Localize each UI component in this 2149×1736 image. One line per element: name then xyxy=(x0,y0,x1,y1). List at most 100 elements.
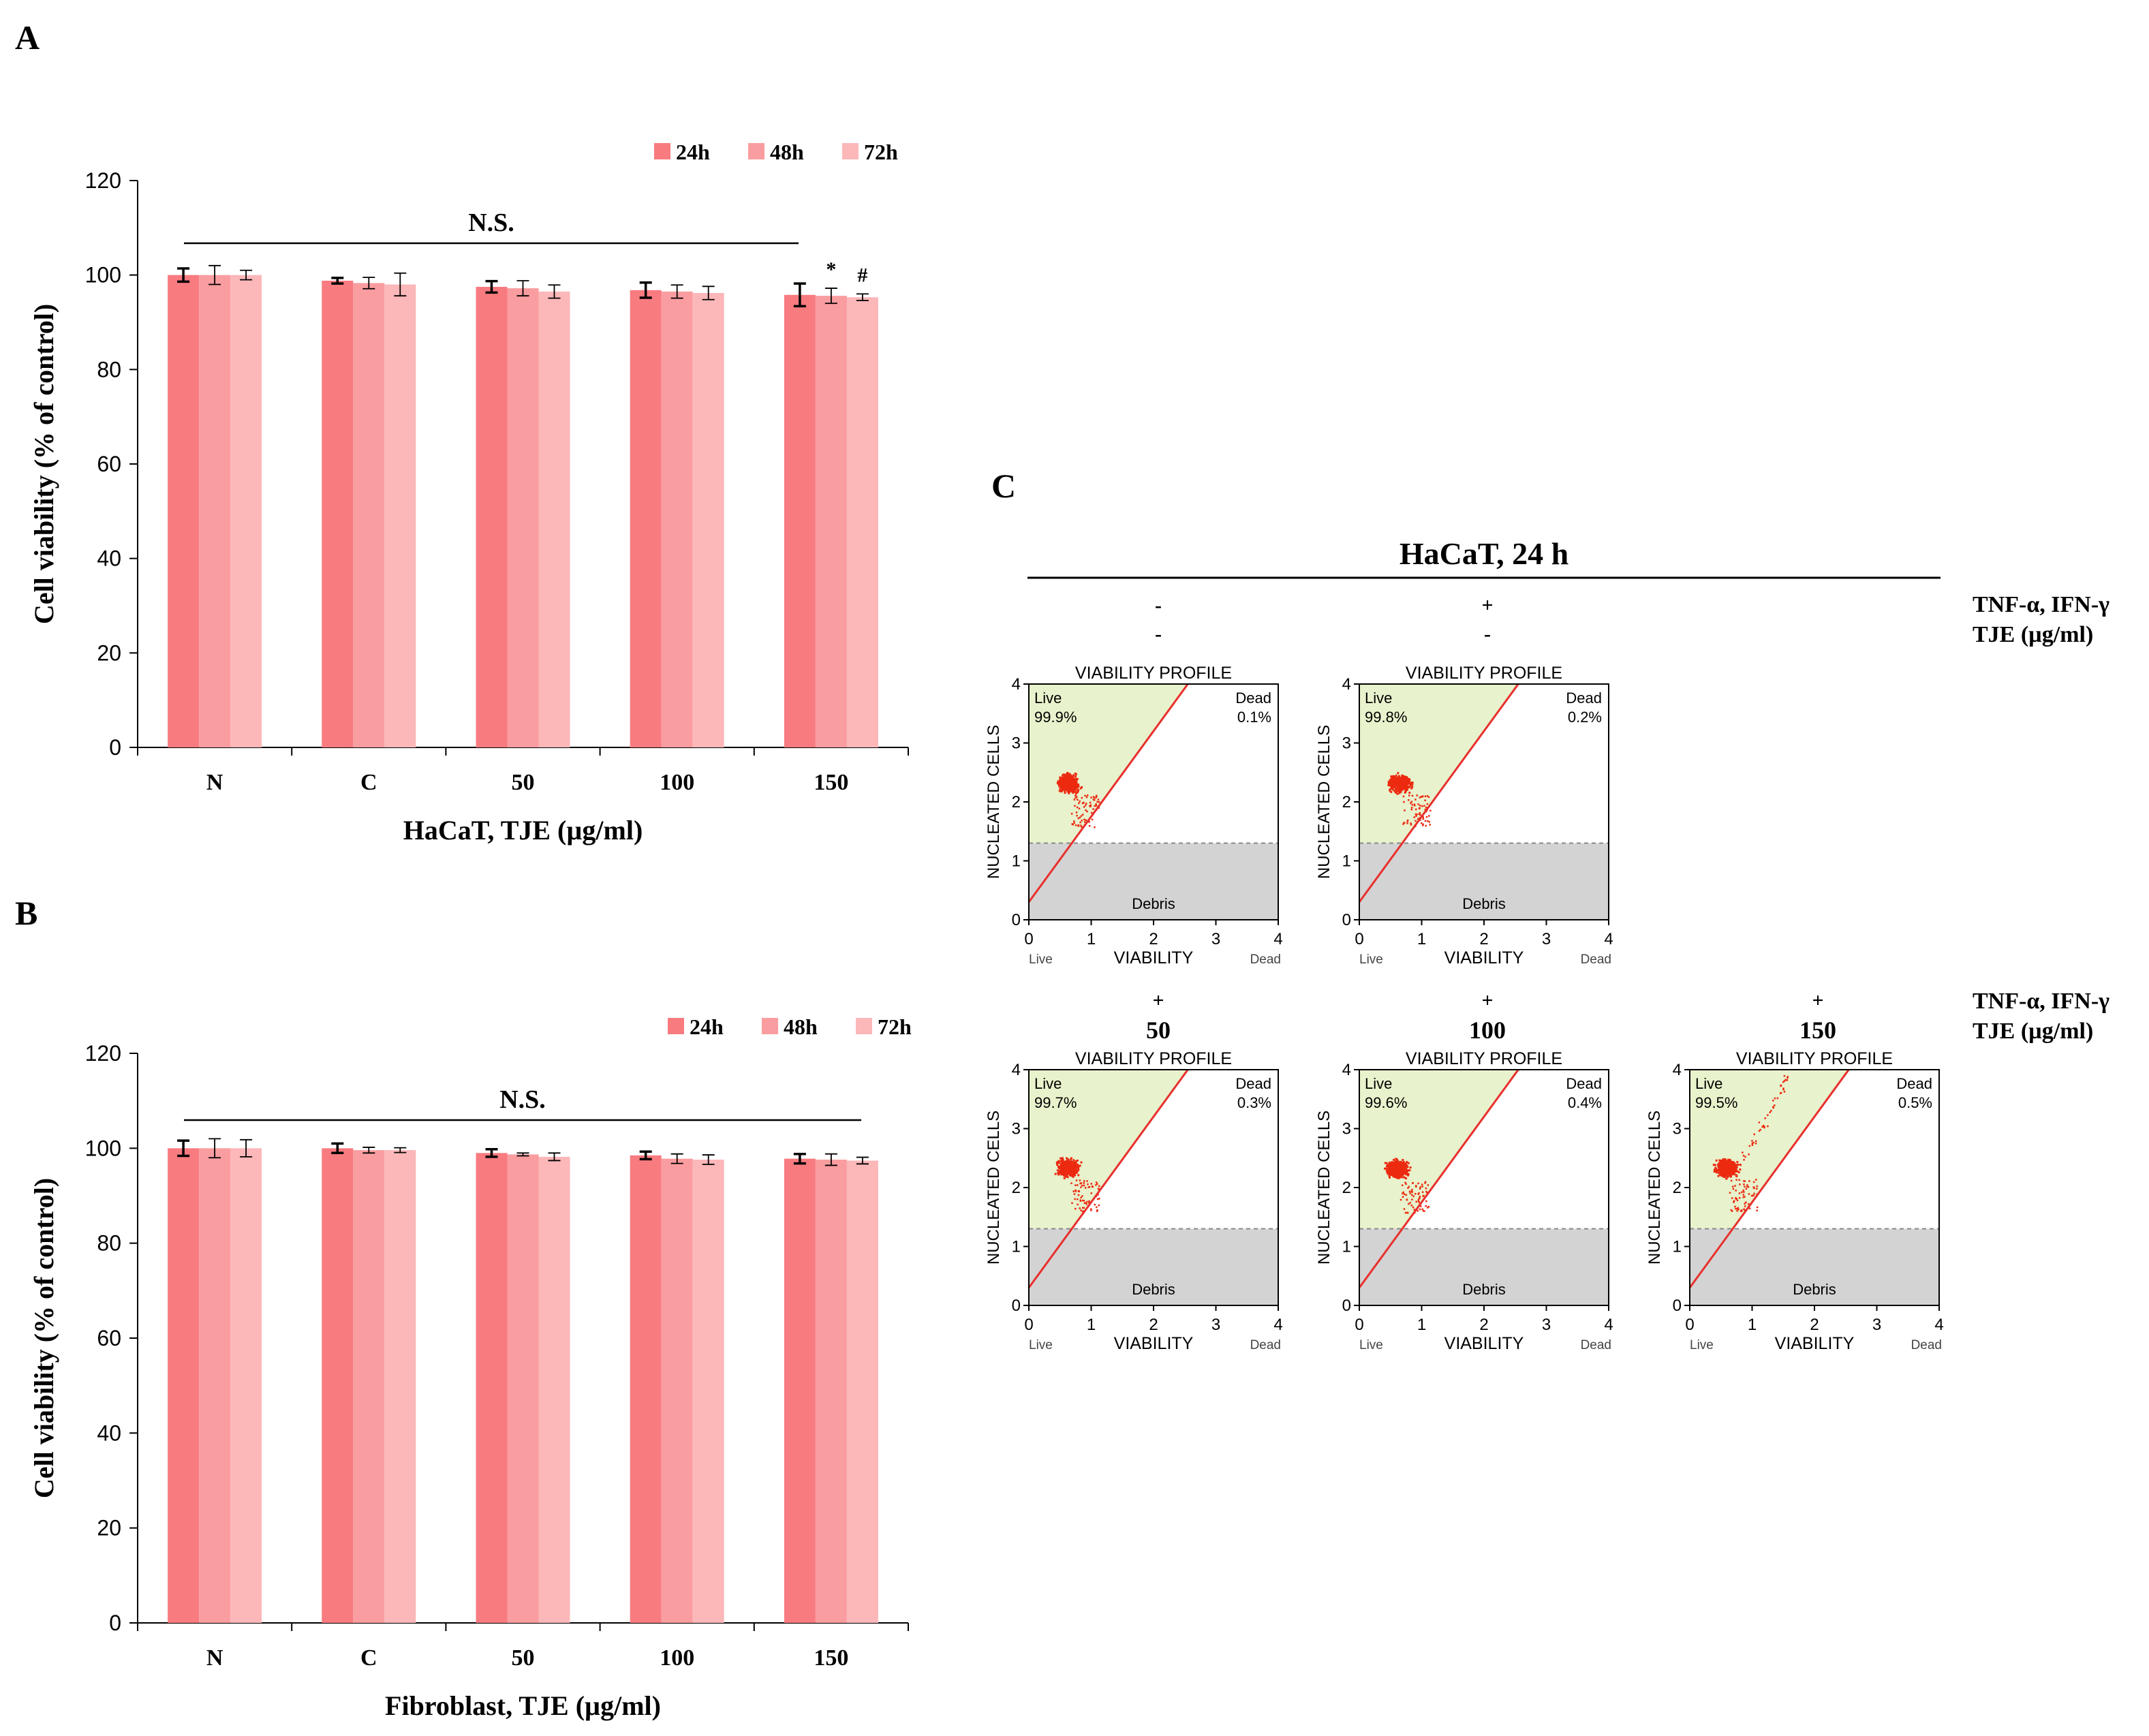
cell-event xyxy=(1404,788,1407,790)
cell-event xyxy=(1071,1166,1074,1168)
cell-event xyxy=(1720,1166,1723,1168)
cell-event xyxy=(1405,1183,1407,1185)
cell-event xyxy=(1388,1174,1391,1177)
cell-event xyxy=(1075,1171,1078,1174)
cell-event xyxy=(1735,1174,1737,1177)
cell-event xyxy=(1427,815,1430,817)
cell-event xyxy=(1062,773,1065,776)
cell-event xyxy=(1720,1163,1722,1166)
cell-event xyxy=(1786,1079,1789,1081)
cell-event xyxy=(1062,776,1064,779)
cell-event xyxy=(1399,1161,1402,1164)
cell-event xyxy=(1394,1175,1397,1178)
cell-event xyxy=(1400,1170,1402,1173)
cell-event xyxy=(1060,782,1063,785)
cell-event xyxy=(1069,1174,1072,1177)
cell-event xyxy=(1074,775,1077,778)
cell-events xyxy=(1712,1074,1789,1212)
cell-event xyxy=(1062,779,1064,781)
cell-event xyxy=(1073,1161,1076,1164)
x-tick-label: 100 xyxy=(660,1645,694,1671)
cell-event xyxy=(1389,781,1391,784)
cell-event xyxy=(1422,824,1424,826)
y-tick-label: 4 xyxy=(1673,1061,1682,1079)
treatment-sign: + xyxy=(1152,989,1164,1012)
tje-dose: - xyxy=(1155,623,1162,645)
treatment-sign: + xyxy=(1481,989,1493,1012)
cell-event xyxy=(1076,814,1078,817)
cell-event xyxy=(1085,1203,1087,1205)
cell-event xyxy=(1415,1200,1418,1203)
cell-event xyxy=(1406,822,1408,824)
cell-event xyxy=(1731,1164,1733,1166)
cell-event xyxy=(1759,1128,1761,1131)
cell-event xyxy=(1787,1076,1789,1079)
cell-event xyxy=(1405,1173,1408,1176)
cell-event xyxy=(1425,1205,1427,1207)
cell-event xyxy=(1722,1166,1725,1169)
row-label-tje: TJE (µg/ml) xyxy=(1973,622,2093,647)
cell-event xyxy=(1396,792,1399,795)
cell-event xyxy=(1743,1191,1745,1193)
plot-title: VIABILITY PROFILE xyxy=(1075,664,1232,683)
cell-event xyxy=(1426,820,1429,822)
x-min-label: Live xyxy=(1029,1338,1053,1352)
cell-event xyxy=(1066,1158,1069,1161)
x-tick-label: N xyxy=(206,1645,223,1671)
bar-48h-100 xyxy=(661,291,693,747)
cell-event xyxy=(1402,781,1404,784)
cell-event xyxy=(1720,1172,1722,1175)
cell-event xyxy=(1783,1091,1786,1093)
cell-event xyxy=(1406,1164,1408,1167)
bar-24h-100 xyxy=(630,290,662,747)
live-label: Live xyxy=(1365,1075,1392,1092)
cell-event xyxy=(1714,1164,1716,1166)
cell-event xyxy=(1387,784,1390,787)
cell-event xyxy=(1411,1191,1413,1193)
cell-event xyxy=(1085,1202,1087,1204)
x-max-label: Dead xyxy=(1911,1338,1942,1352)
cell-event xyxy=(1732,1171,1735,1173)
cell-event xyxy=(1058,1167,1061,1170)
cell-event xyxy=(1409,1192,1412,1194)
cell-event xyxy=(1090,1209,1092,1211)
cell-event xyxy=(1722,1165,1725,1168)
cell-event xyxy=(1074,1160,1077,1162)
cell-event xyxy=(1077,783,1079,786)
cell-event xyxy=(1074,1190,1077,1192)
cell-event xyxy=(1393,1173,1395,1176)
cell-event xyxy=(1737,1209,1740,1211)
cell-event xyxy=(1718,1159,1721,1162)
cell-event xyxy=(1422,1195,1424,1197)
cell-event xyxy=(1072,792,1074,794)
cell-event xyxy=(1729,1158,1731,1161)
cell-event xyxy=(1425,824,1427,827)
cell-event xyxy=(1081,1207,1084,1209)
cell-event xyxy=(1080,1196,1082,1199)
cell-event xyxy=(1408,1190,1411,1193)
cell-event xyxy=(1400,779,1403,782)
cell-event xyxy=(1398,792,1401,794)
cell-event xyxy=(1079,1207,1081,1209)
cell-event xyxy=(1720,1168,1723,1171)
cell-event xyxy=(1736,1199,1739,1202)
debris-label: Debris xyxy=(1462,895,1506,912)
cell-event xyxy=(1086,1180,1088,1182)
cell-event xyxy=(1395,784,1397,786)
y-tick-label: 0 xyxy=(1012,911,1021,929)
cell-event xyxy=(1083,1184,1085,1187)
debris-region xyxy=(1359,843,1609,920)
cell-event xyxy=(1398,790,1401,793)
cell-event xyxy=(1080,1186,1082,1188)
cell-event xyxy=(1390,790,1393,793)
cell-event xyxy=(1746,1185,1748,1188)
cell-event xyxy=(1422,1209,1425,1212)
bar-24h-100 xyxy=(630,1155,662,1623)
cell-event xyxy=(1395,790,1397,793)
cell-event xyxy=(1727,1158,1730,1161)
cell-event xyxy=(1419,1197,1421,1199)
debris-label: Debris xyxy=(1793,1281,1836,1298)
cell-event xyxy=(1085,809,1087,811)
cell-event xyxy=(1389,778,1391,781)
cell-event xyxy=(1724,1176,1727,1179)
